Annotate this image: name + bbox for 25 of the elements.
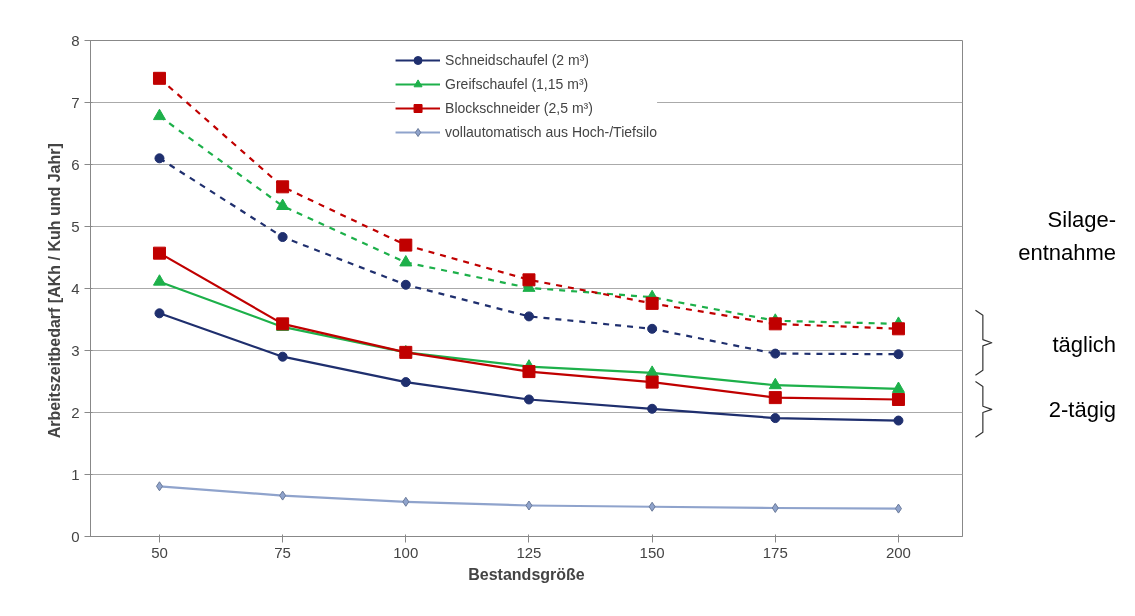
text: Silage- entnahme — [1018, 207, 1117, 265]
x-tick-label: 125 — [516, 543, 542, 561]
legend-label: Greifschaufel (1,15 m³) — [445, 75, 589, 93]
y-tick-label: 2 — [71, 403, 80, 421]
x-tick-label: 200 — [885, 543, 911, 561]
legend-label: Schneidschaufel (2 m³) — [445, 51, 589, 69]
y-tick-label: 3 — [71, 341, 80, 359]
y-tick-label: 7 — [71, 93, 80, 111]
text: 2-tägig — [1048, 396, 1117, 422]
y-tick-label: 6 — [71, 155, 80, 173]
y-tick-label: 0 — [71, 527, 80, 545]
x-tick-label: 100 — [393, 543, 419, 561]
x-tick-label: 175 — [762, 543, 788, 561]
text: täglich — [1052, 331, 1117, 357]
y-tick-label: 4 — [71, 279, 80, 297]
legend-label: Blockschneider (2,5 m³) — [445, 99, 593, 117]
y-axis-title: Arbeitszeitbedarf [AKh / Kuh und Jahr] — [46, 143, 64, 439]
x-axis-title: Bestandsgröße — [468, 565, 585, 583]
x-tick-label: 150 — [639, 543, 665, 561]
y-tick-label: 5 — [71, 217, 80, 235]
y-tick-label: 1 — [71, 465, 80, 483]
legend-label: vollautomatisch aus Hoch-/Tiefsilo — [445, 123, 657, 141]
y-tick-label: 8 — [71, 31, 80, 49]
x-tick-label: 75 — [274, 543, 291, 561]
x-tick-label: 50 — [151, 543, 168, 561]
